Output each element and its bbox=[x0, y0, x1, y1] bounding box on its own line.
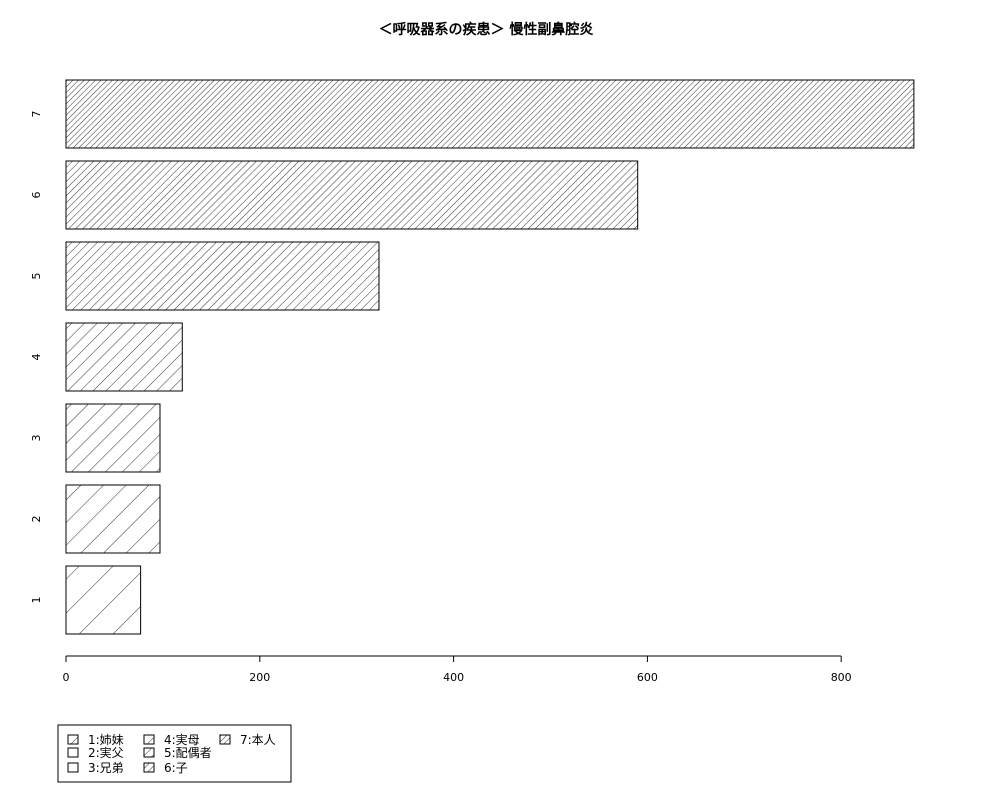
bar-4 bbox=[65, 322, 183, 392]
legend-box bbox=[57, 724, 292, 783]
legend-swatch bbox=[67, 762, 79, 773]
x-tick-label: 600 bbox=[637, 671, 658, 684]
legend-entry: 5:配偶者 bbox=[164, 746, 212, 760]
x-tick-label: 200 bbox=[249, 671, 270, 684]
bar-5 bbox=[65, 241, 380, 311]
legend-entry: 6:子 bbox=[164, 761, 188, 775]
y-tick-label: 4 bbox=[30, 354, 43, 361]
x-tick-label: 400 bbox=[443, 671, 464, 684]
y-tick-label: 2 bbox=[30, 516, 43, 523]
legend-entry: 3:兄弟 bbox=[88, 761, 124, 775]
y-axis: 1 2 3 4 5 6 7 bbox=[30, 111, 43, 604]
chart-title: ＜呼吸器系の疾患＞ 慢性副鼻腔炎 bbox=[379, 21, 594, 38]
bar-3 bbox=[65, 403, 161, 473]
bar-1 bbox=[65, 565, 142, 635]
legend-swatch bbox=[143, 734, 155, 745]
legend-entry: 1:姉妹 bbox=[88, 732, 124, 747]
y-tick-label: 3 bbox=[30, 435, 43, 442]
y-tick-label: 7 bbox=[30, 111, 43, 118]
bars-group bbox=[65, 79, 915, 635]
y-tick-label: 1 bbox=[30, 597, 43, 604]
y-tick-label: 6 bbox=[30, 192, 43, 199]
bar-2 bbox=[65, 484, 161, 554]
legend-swatch bbox=[67, 747, 79, 758]
bar-6 bbox=[65, 160, 639, 230]
x-tick-label: 800 bbox=[831, 671, 852, 684]
legend-swatch bbox=[143, 747, 155, 758]
legend-entry: 2:実父 bbox=[88, 745, 124, 760]
legend-entry: 4:実母 bbox=[164, 732, 200, 747]
legend-entry: 7:本人 bbox=[240, 733, 276, 747]
legend-swatch bbox=[143, 762, 155, 773]
x-tick-label: 0 bbox=[63, 671, 70, 684]
legend-swatch bbox=[67, 734, 79, 745]
bar-7 bbox=[65, 79, 915, 149]
legend-swatch bbox=[219, 734, 231, 745]
x-axis: 0 200 400 600 800 bbox=[63, 655, 852, 684]
y-tick-label: 5 bbox=[30, 273, 43, 280]
